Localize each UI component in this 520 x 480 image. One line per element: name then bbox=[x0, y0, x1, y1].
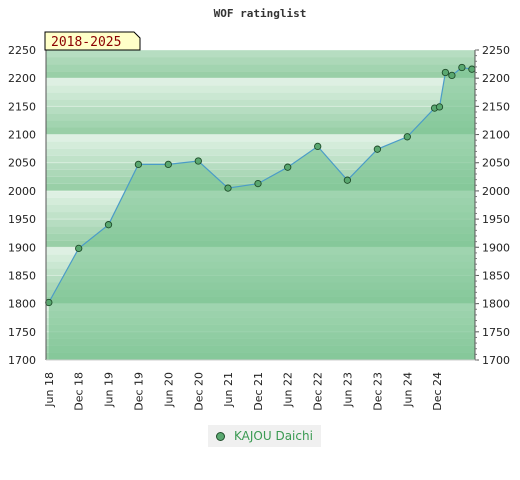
y-tick-label: 1750 bbox=[8, 326, 36, 339]
data-point bbox=[314, 142, 322, 151]
data-point bbox=[458, 63, 466, 72]
y-tick-label: 1850 bbox=[482, 269, 510, 282]
data-point bbox=[448, 71, 456, 80]
background-band bbox=[46, 155, 475, 163]
y-tick-label: 2200 bbox=[8, 72, 36, 85]
data-point bbox=[75, 244, 83, 253]
period-badge-box bbox=[44, 31, 141, 51]
data-point bbox=[435, 103, 444, 111]
background-band bbox=[46, 64, 475, 72]
y-tick-label: 2100 bbox=[8, 129, 36, 142]
background-band bbox=[46, 134, 475, 142]
x-tick-label: Jun 21 bbox=[222, 372, 235, 408]
y-tick-label: 2200 bbox=[482, 72, 510, 85]
x-tick-label: Dec 21 bbox=[252, 372, 265, 411]
period-badge-label: 2018-2025 bbox=[51, 35, 121, 50]
y-tick-label: 1700 bbox=[8, 354, 36, 367]
x-tick-label: Jun 24 bbox=[401, 372, 414, 408]
y-tick-label: 2000 bbox=[8, 185, 36, 198]
background-band bbox=[46, 162, 475, 170]
x-tick-label: Jun 22 bbox=[282, 372, 295, 408]
x-tick-label: Dec 20 bbox=[192, 372, 205, 411]
data-point bbox=[104, 221, 113, 229]
background-band bbox=[46, 92, 475, 100]
x-tick-labels: Jun 18 Dec 18 Jun 19 Dec 19 Jun 20 Dec 20 Jun … bbox=[43, 372, 444, 411]
background-band bbox=[46, 99, 475, 107]
data-point bbox=[164, 160, 172, 169]
y-tick-label: 1750 bbox=[482, 326, 510, 339]
background-band bbox=[46, 78, 475, 86]
data-point bbox=[373, 145, 382, 153]
data-point bbox=[134, 160, 143, 169]
data-point bbox=[224, 184, 232, 192]
data-point bbox=[254, 179, 262, 188]
data-point bbox=[45, 298, 53, 307]
x-tick-label: Jun 18 bbox=[43, 372, 56, 408]
data-points bbox=[45, 63, 476, 307]
y-tick-labels-right: 1700 1750 1800 1850 1900 1950 2000 2050 2100 2150… bbox=[475, 44, 510, 367]
y-tick-label: 2100 bbox=[482, 129, 510, 142]
y-tick-label: 2050 bbox=[482, 157, 510, 170]
background-band bbox=[46, 120, 475, 128]
background-band bbox=[46, 176, 475, 184]
background-band bbox=[46, 148, 475, 156]
y-tick-label: 1950 bbox=[482, 213, 510, 226]
background-band bbox=[46, 57, 475, 65]
background-band bbox=[46, 113, 475, 121]
background-band bbox=[46, 141, 475, 149]
y-tick-label: 1800 bbox=[482, 298, 510, 311]
data-point bbox=[284, 163, 292, 171]
y-tick-label: 2150 bbox=[8, 100, 36, 113]
background-band bbox=[46, 127, 475, 135]
x-tick-label: Jun 23 bbox=[341, 372, 354, 408]
period-badge: 2018-2025 bbox=[44, 31, 141, 51]
y-tick-labels-left: 1700 1750 1800 1850 1900 1950 2000 2050 2100 2150… bbox=[8, 44, 36, 367]
background-band bbox=[46, 169, 475, 177]
y-tick-label: 2150 bbox=[482, 100, 510, 113]
legend: KAJOU Daichi bbox=[208, 425, 321, 447]
rating-area bbox=[48, 67, 476, 360]
x-tick-label: Dec 23 bbox=[371, 372, 384, 411]
y-tick-label: 1950 bbox=[8, 213, 36, 226]
data-point bbox=[194, 157, 202, 165]
data-point bbox=[343, 176, 352, 184]
x-tick-label: Jun 20 bbox=[162, 372, 175, 408]
y-tick-label: 1900 bbox=[8, 241, 36, 254]
y-tick-label: 1900 bbox=[482, 241, 510, 254]
x-tick-label: Dec 19 bbox=[132, 372, 145, 411]
x-tick-label: Jun 19 bbox=[103, 372, 116, 408]
data-point bbox=[403, 133, 411, 141]
y-tick-label: 2250 bbox=[482, 44, 510, 57]
data-point bbox=[468, 65, 476, 73]
background-band bbox=[46, 106, 475, 114]
data-point bbox=[441, 68, 450, 77]
x-tick-label: Dec 22 bbox=[312, 372, 325, 411]
background-band bbox=[46, 85, 475, 93]
y-tick-label: 1700 bbox=[482, 354, 510, 367]
y-tick-label: 1850 bbox=[8, 269, 36, 282]
legend-label: KAJOU Daichi bbox=[234, 429, 313, 443]
chart-title: WOF ratinglist bbox=[214, 7, 307, 20]
y-tick-label: 2250 bbox=[8, 44, 36, 57]
y-tick-label: 1800 bbox=[8, 298, 36, 311]
y-tick-label: 2050 bbox=[8, 157, 36, 170]
x-tick-label: Dec 24 bbox=[431, 372, 444, 411]
background-band bbox=[46, 50, 475, 58]
y-tick-label: 2000 bbox=[482, 185, 510, 198]
legend-marker bbox=[216, 431, 225, 441]
background-band bbox=[46, 71, 475, 79]
x-tick-label: Dec 18 bbox=[73, 372, 86, 411]
